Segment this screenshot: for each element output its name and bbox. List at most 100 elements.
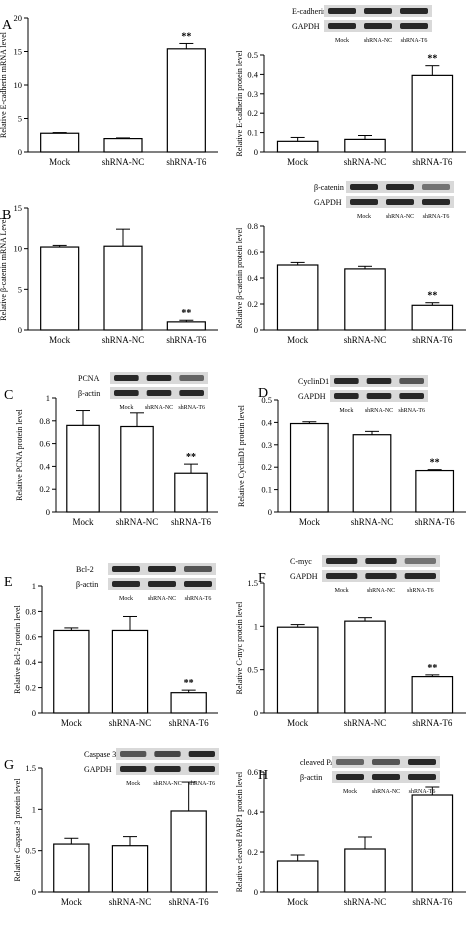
category-label: shRNA-T6 — [412, 897, 452, 907]
blot-band — [334, 378, 359, 384]
western-blot-inset: E-cadherin GAPDH Mock shRNA-NC shRNA-T6 — [292, 5, 432, 44]
blot-band — [154, 766, 181, 772]
significance-label: ** — [427, 291, 437, 302]
blot-row-label: β-actin — [300, 773, 322, 782]
y-tick-label: 0.1 — [247, 128, 258, 138]
panel-letter: D — [258, 386, 268, 401]
blot-band — [350, 184, 378, 190]
blot-band — [336, 774, 364, 780]
blot-band — [328, 23, 356, 29]
blot-band — [365, 573, 397, 579]
blot-row-label: GAPDH — [314, 198, 342, 207]
bar — [174, 472, 208, 513]
significance-label: ** — [181, 31, 191, 42]
blot-lane-label: Mock — [126, 781, 140, 787]
y-tick-label: 1.5 — [25, 763, 36, 773]
blot-row-label: cleaved PARP1 — [300, 758, 350, 767]
panel-letter: E — [4, 575, 13, 590]
blot-lane-label: shRNA-NC — [365, 408, 393, 414]
y-tick-label: 0.5 — [25, 846, 36, 856]
bar — [170, 692, 207, 714]
y-tick-label: 0.3 — [261, 440, 272, 450]
blot-band — [328, 8, 356, 14]
category-label: Mock — [49, 335, 70, 345]
category-label: shRNA-T6 — [169, 897, 209, 907]
category-label: shRNA-NC — [344, 718, 387, 728]
panel-letter: H — [258, 768, 268, 783]
chart-panel-5: C 0 0.2 0.4 0.6 0.8 1 Relative PCNA protein lev… — [4, 372, 218, 527]
blot-band — [386, 184, 414, 190]
category-label: shRNA-NC — [344, 335, 387, 345]
bar — [40, 132, 80, 153]
bar — [170, 810, 207, 893]
blot-band — [146, 375, 172, 381]
y-axis-label: Relative PCNA protein level — [15, 408, 24, 501]
panel-letter: B — [2, 208, 11, 223]
blot-lane-label: Mock — [119, 596, 133, 602]
blot-band — [408, 774, 436, 780]
category-label: Mock — [61, 718, 82, 728]
category-label: Mock — [61, 897, 82, 907]
blot-lane-label: Mock — [335, 588, 349, 594]
blot-band — [404, 558, 436, 564]
blot-band — [386, 199, 414, 205]
blot-band — [154, 751, 181, 757]
blot-band — [336, 759, 364, 765]
category-label: shRNA-NC — [344, 897, 387, 907]
category-label: shRNA-NC — [102, 157, 145, 167]
y-axis-label: Relative β-catenin protein level — [235, 227, 244, 328]
y-tick-label: 1 — [32, 581, 36, 591]
bar — [289, 422, 329, 513]
y-tick-label: 0 — [254, 887, 258, 897]
significance-label: * — [186, 770, 191, 781]
y-tick-label: 10 — [14, 244, 23, 254]
category-label: shRNA-T6 — [412, 335, 452, 345]
y-tick-label: 0.4 — [247, 69, 258, 79]
western-blot-inset: CyclinD1 GAPDH Mock shRNA-NC shRNA-T6 — [298, 375, 428, 414]
blot-row-label: β-catenin — [314, 183, 344, 192]
category-label: Mock — [287, 897, 308, 907]
bar — [111, 629, 149, 714]
blot-band — [326, 573, 358, 579]
chart-panel-7: E 0 0.2 0.4 0.6 0.8 1 Relative Bcl-2 protein le… — [4, 563, 218, 728]
blot-band — [366, 393, 392, 399]
western-blot-inset: Caspase 3 GAPDH Mock shRNA-NC shRNA-T6 — [84, 748, 219, 787]
blot-lane-label: shRNA-NC — [372, 789, 400, 795]
significance-label: ** — [181, 308, 191, 319]
blot-row-label: GAPDH — [292, 22, 320, 31]
blot-lane-label: shRNA-T6 — [409, 789, 436, 795]
blot-band — [120, 751, 147, 757]
panel-letter: C — [4, 388, 13, 403]
blot-lane-label: shRNA-NC — [148, 596, 176, 602]
y-tick-label: 10 — [14, 80, 23, 90]
y-axis-label: Relative Caspase 3 protein level — [13, 778, 22, 882]
western-blot-inset: C-myc GAPDH Mock shRNA-NC shRNA-T6 — [290, 555, 440, 594]
y-tick-label: 0 — [254, 708, 258, 718]
significance-label: ** — [427, 54, 437, 65]
bar — [411, 675, 454, 714]
panel-letter: A — [2, 18, 13, 33]
blot-band — [188, 751, 215, 757]
category-label: shRNA-NC — [102, 335, 145, 345]
bar — [103, 245, 143, 331]
y-tick-label: 0.4 — [247, 807, 258, 817]
category-label: shRNA-NC — [109, 718, 152, 728]
y-tick-label: 0 — [268, 507, 272, 517]
blot-lane-label: Mock — [339, 408, 353, 414]
y-tick-label: 0 — [18, 325, 22, 335]
bar — [111, 845, 149, 893]
blot-band — [408, 759, 436, 765]
blot-row-label: GAPDH — [290, 572, 318, 581]
bar — [276, 626, 319, 714]
category-label: shRNA-NC — [116, 517, 159, 527]
bar — [411, 794, 454, 893]
blot-band — [112, 581, 140, 587]
y-tick-label: 0 — [254, 147, 258, 157]
y-tick-label: 0 — [46, 507, 50, 517]
bar — [415, 469, 455, 513]
y-tick-label: 15 — [14, 203, 23, 213]
y-tick-label: 0.2 — [247, 108, 258, 118]
